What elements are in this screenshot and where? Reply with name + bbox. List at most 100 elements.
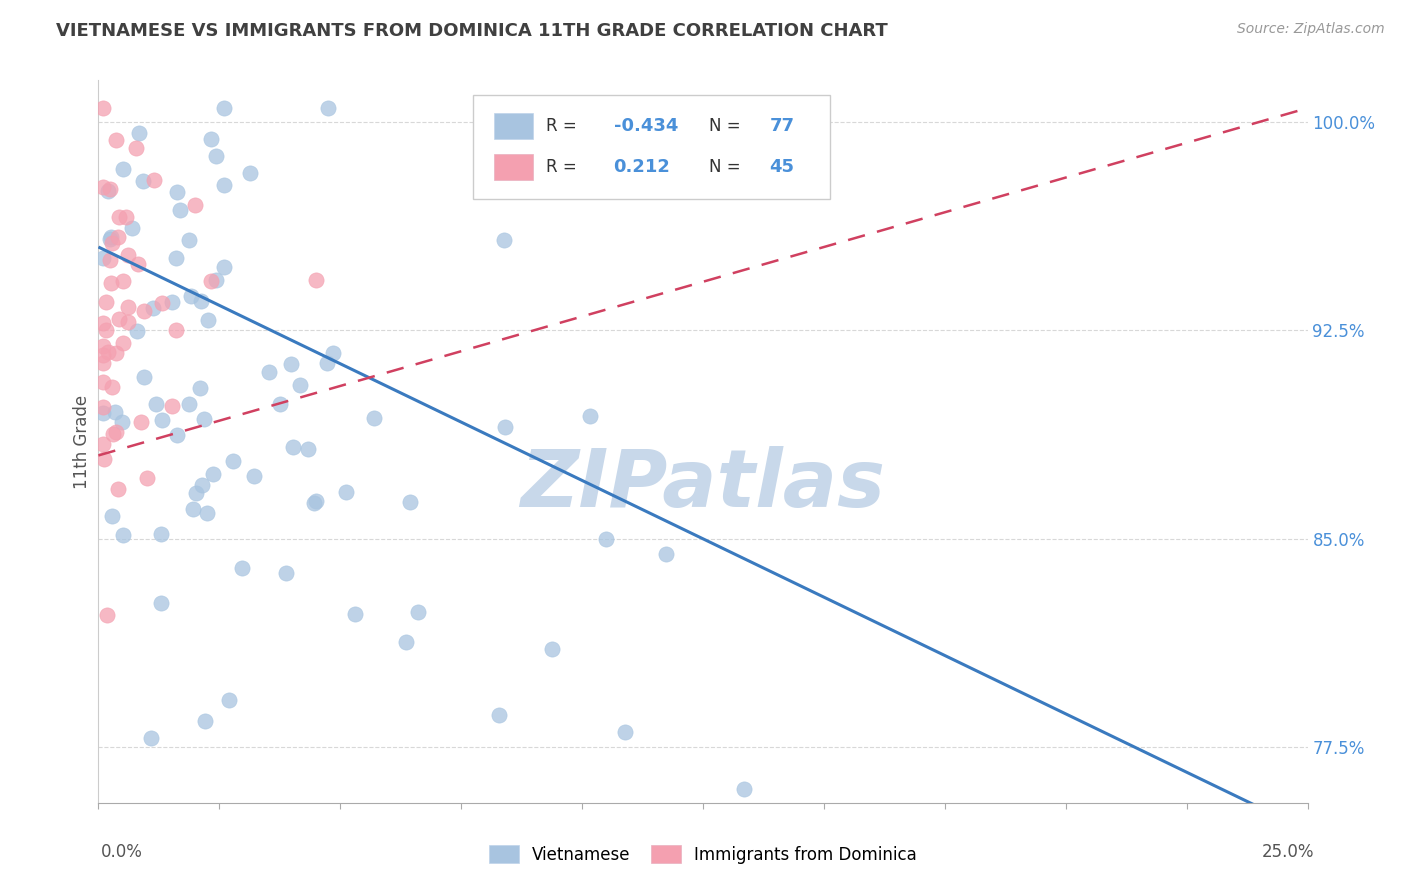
Text: 45: 45 [769,158,794,176]
Point [363,411,385,425]
Text: VIETNAMESE VS IMMIGRANTS FROM DOMINICA 11TH GRADE CORRELATION CHART: VIETNAMESE VS IMMIGRANTS FROM DOMINICA 1… [56,22,889,40]
Point [91,101,114,115]
Point [166,185,188,199]
Point [132,370,155,384]
Point [305,273,328,287]
Point [129,415,152,429]
Point [200,274,222,288]
Point [399,494,422,508]
Point [142,172,165,186]
Point [111,527,134,541]
Point [288,377,311,392]
Point [302,496,325,510]
Point [205,273,228,287]
Point [190,294,212,309]
Point [540,641,562,656]
Text: Source: ZipAtlas.com: Source: ZipAtlas.com [1237,22,1385,37]
Point [104,346,127,360]
Text: R =: R = [546,158,576,176]
Point [197,312,219,326]
Point [101,427,124,442]
Point [578,409,600,423]
Text: 77: 77 [769,117,794,135]
Point [200,132,222,146]
Point [132,174,155,188]
Point [150,413,173,427]
Point [94,294,117,309]
Point [105,133,128,147]
Point [655,547,678,561]
Point [274,566,297,580]
Point [150,296,173,310]
Point [142,301,165,315]
Y-axis label: 11th Grade: 11th Grade [73,394,91,489]
Point [101,379,124,393]
Point [169,202,191,217]
Point [100,229,122,244]
Point [115,210,138,224]
Point [107,312,129,326]
Point [112,274,135,288]
Point [179,233,201,247]
Point [231,561,253,575]
Point [239,166,262,180]
Point [322,346,344,360]
Point [149,526,172,541]
Point [149,596,172,610]
Point [194,714,217,728]
Point [733,781,755,796]
FancyBboxPatch shape [474,95,830,200]
Point [316,356,339,370]
Point [257,365,280,379]
Point [91,348,114,362]
Point [218,693,240,707]
Point [117,315,139,329]
Point [107,230,129,244]
Point [222,453,245,467]
Text: 25.0%: 25.0% [1263,843,1315,861]
Point [193,412,215,426]
Point [101,235,124,250]
Point [165,251,187,265]
Point [97,345,120,359]
Point [201,467,224,482]
Point [595,532,617,546]
Point [160,294,183,309]
Point [184,198,207,212]
Point [91,406,114,420]
Point [111,335,134,350]
Point [134,304,156,318]
Point [108,210,131,224]
Point [145,397,167,411]
Point [191,478,214,492]
Point [494,233,516,247]
Point [242,469,264,483]
Point [204,149,226,163]
Point [184,486,207,500]
Point [212,178,235,193]
Point [91,339,114,353]
Point [101,509,124,524]
Text: ZIPatlas: ZIPatlas [520,446,886,524]
Point [117,301,139,315]
FancyBboxPatch shape [494,154,533,180]
Point [181,502,204,516]
Point [166,427,188,442]
Point [297,442,319,456]
Point [98,232,121,246]
Point [91,375,114,389]
Point [281,440,304,454]
Text: 0.212: 0.212 [613,158,671,176]
Text: N =: N = [709,117,741,135]
Point [91,180,114,194]
FancyBboxPatch shape [494,112,533,139]
Point [280,357,302,371]
Point [98,182,121,196]
Point [160,399,183,413]
Point [104,404,127,418]
Point [141,731,163,746]
Point [91,400,114,414]
Point [112,161,135,176]
Point [127,257,149,271]
Legend: Vietnamese, Immigrants from Dominica: Vietnamese, Immigrants from Dominica [482,838,924,871]
